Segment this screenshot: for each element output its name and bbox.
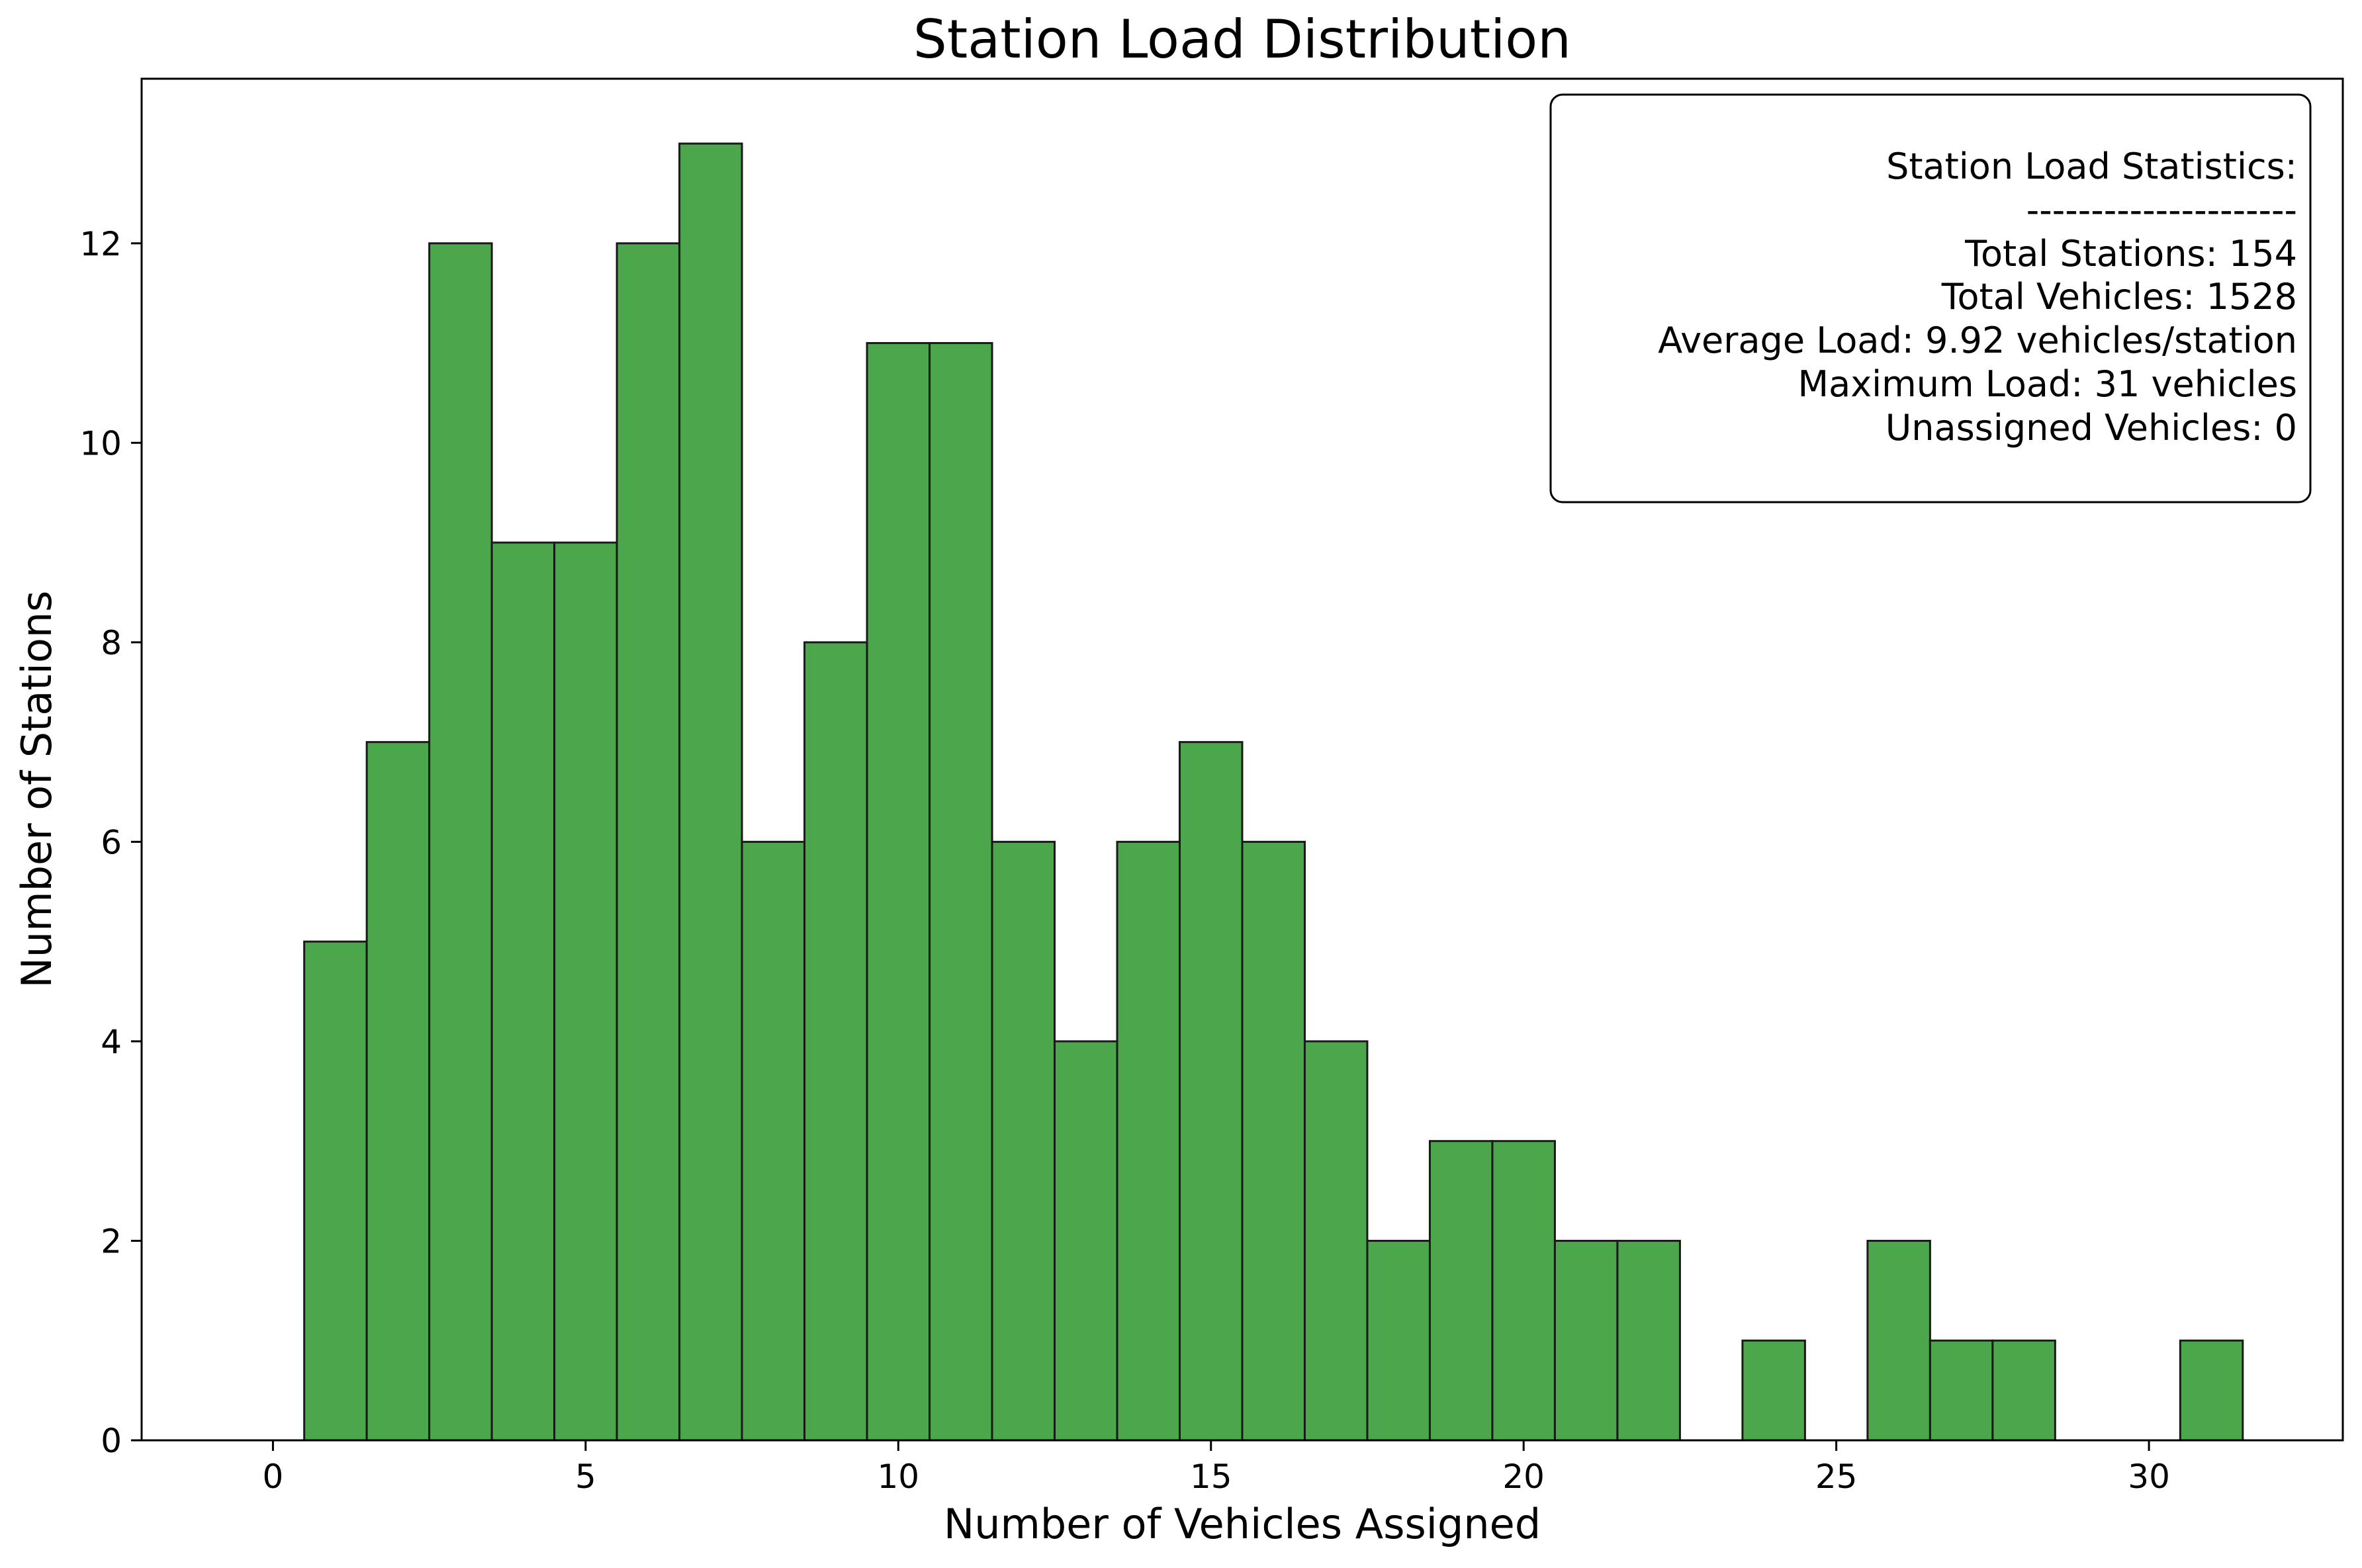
x-tick-label-5: 5 — [575, 1458, 596, 1496]
histogram-bar-14 — [1116, 840, 1181, 1442]
x-axis-label: Number of Vehicles Assigned — [944, 1500, 1541, 1548]
stats-average-load: Average Load: 9.92 vehicles/station — [1658, 320, 2297, 361]
histogram-bar-8 — [741, 840, 806, 1442]
stats-maximum-load: Maximum Load: 31 vehicles — [1798, 363, 2297, 405]
y-tick-label-4: 4 — [101, 1023, 122, 1061]
histogram-bar-9 — [803, 641, 868, 1442]
stats-total-vehicles: Total Vehicles: 1528 — [1941, 276, 2297, 318]
x-tick-label-20: 20 — [1502, 1458, 1545, 1496]
histogram-bar-20 — [1491, 1140, 1556, 1442]
y-tick-label-2: 2 — [101, 1222, 122, 1260]
histogram-bar-1 — [303, 940, 368, 1442]
histogram-bar-6 — [615, 242, 681, 1442]
stats-box-title: Station Load Statistics: — [1886, 146, 2297, 187]
stats-box: Station Load Statistics: ---------------… — [1549, 93, 2312, 503]
chart-title: Station Load Distribution — [913, 9, 1571, 70]
histogram-bar-22 — [1616, 1239, 1681, 1442]
histogram-bar-27 — [1929, 1339, 1994, 1442]
y-tick-label-6: 6 — [101, 823, 122, 861]
x-tick-label-15: 15 — [1190, 1458, 1232, 1496]
histogram-bar-26 — [1866, 1239, 1931, 1442]
stats-box-divider: --------------------- — [2026, 189, 2297, 231]
x-tick-label-0: 0 — [263, 1458, 284, 1496]
x-tick-label-10: 10 — [878, 1458, 920, 1496]
histogram-bar-2 — [365, 741, 431, 1442]
histogram-bar-17 — [1303, 1040, 1369, 1442]
plot-area-frame — [140, 77, 2344, 1442]
y-tick-label-0: 0 — [101, 1422, 122, 1460]
x-axis-ticks: 0 5 10 15 20 25 30 — [263, 1440, 2170, 1496]
histogram-bar-13 — [1054, 1040, 1118, 1442]
histogram-bar-11 — [929, 342, 993, 1442]
histogram-bar-28 — [1991, 1339, 2056, 1442]
histogram-bar-15 — [1179, 741, 1244, 1442]
y-axis-ticks: 0 2 4 6 8 10 12 — [79, 225, 142, 1460]
histogram-bar-21 — [1553, 1239, 1619, 1442]
histogram-bar-3 — [428, 242, 493, 1442]
stats-total-stations: Total Stations: 154 — [1964, 233, 2297, 275]
histogram-bar-24 — [1741, 1339, 1806, 1442]
bars-group — [242, 142, 2244, 1442]
histogram-bar-4 — [490, 541, 556, 1442]
histogram-bar-10 — [866, 342, 931, 1442]
stats-unassigned-vehicles: Unassigned Vehicles: 0 — [1885, 407, 2297, 449]
x-tick-label-25: 25 — [1815, 1458, 1858, 1496]
histogram-bar-7 — [678, 142, 743, 1442]
histogram-bar-16 — [1241, 840, 1306, 1442]
histogram-bar-12 — [991, 840, 1056, 1442]
histogram-bar-19 — [1428, 1140, 1494, 1442]
x-tick-label-30: 30 — [2128, 1458, 2170, 1496]
y-tick-label-8: 8 — [101, 624, 122, 662]
histogram-bar-5 — [553, 541, 618, 1442]
y-tick-label-12: 12 — [79, 225, 122, 263]
y-axis-label: Number of Stations — [13, 591, 61, 988]
histogram-bar-31 — [2179, 1339, 2244, 1442]
y-tick-label-10: 10 — [79, 424, 122, 462]
histogram-bar-18 — [1366, 1239, 1431, 1442]
stats-box-frame — [1549, 93, 2312, 503]
